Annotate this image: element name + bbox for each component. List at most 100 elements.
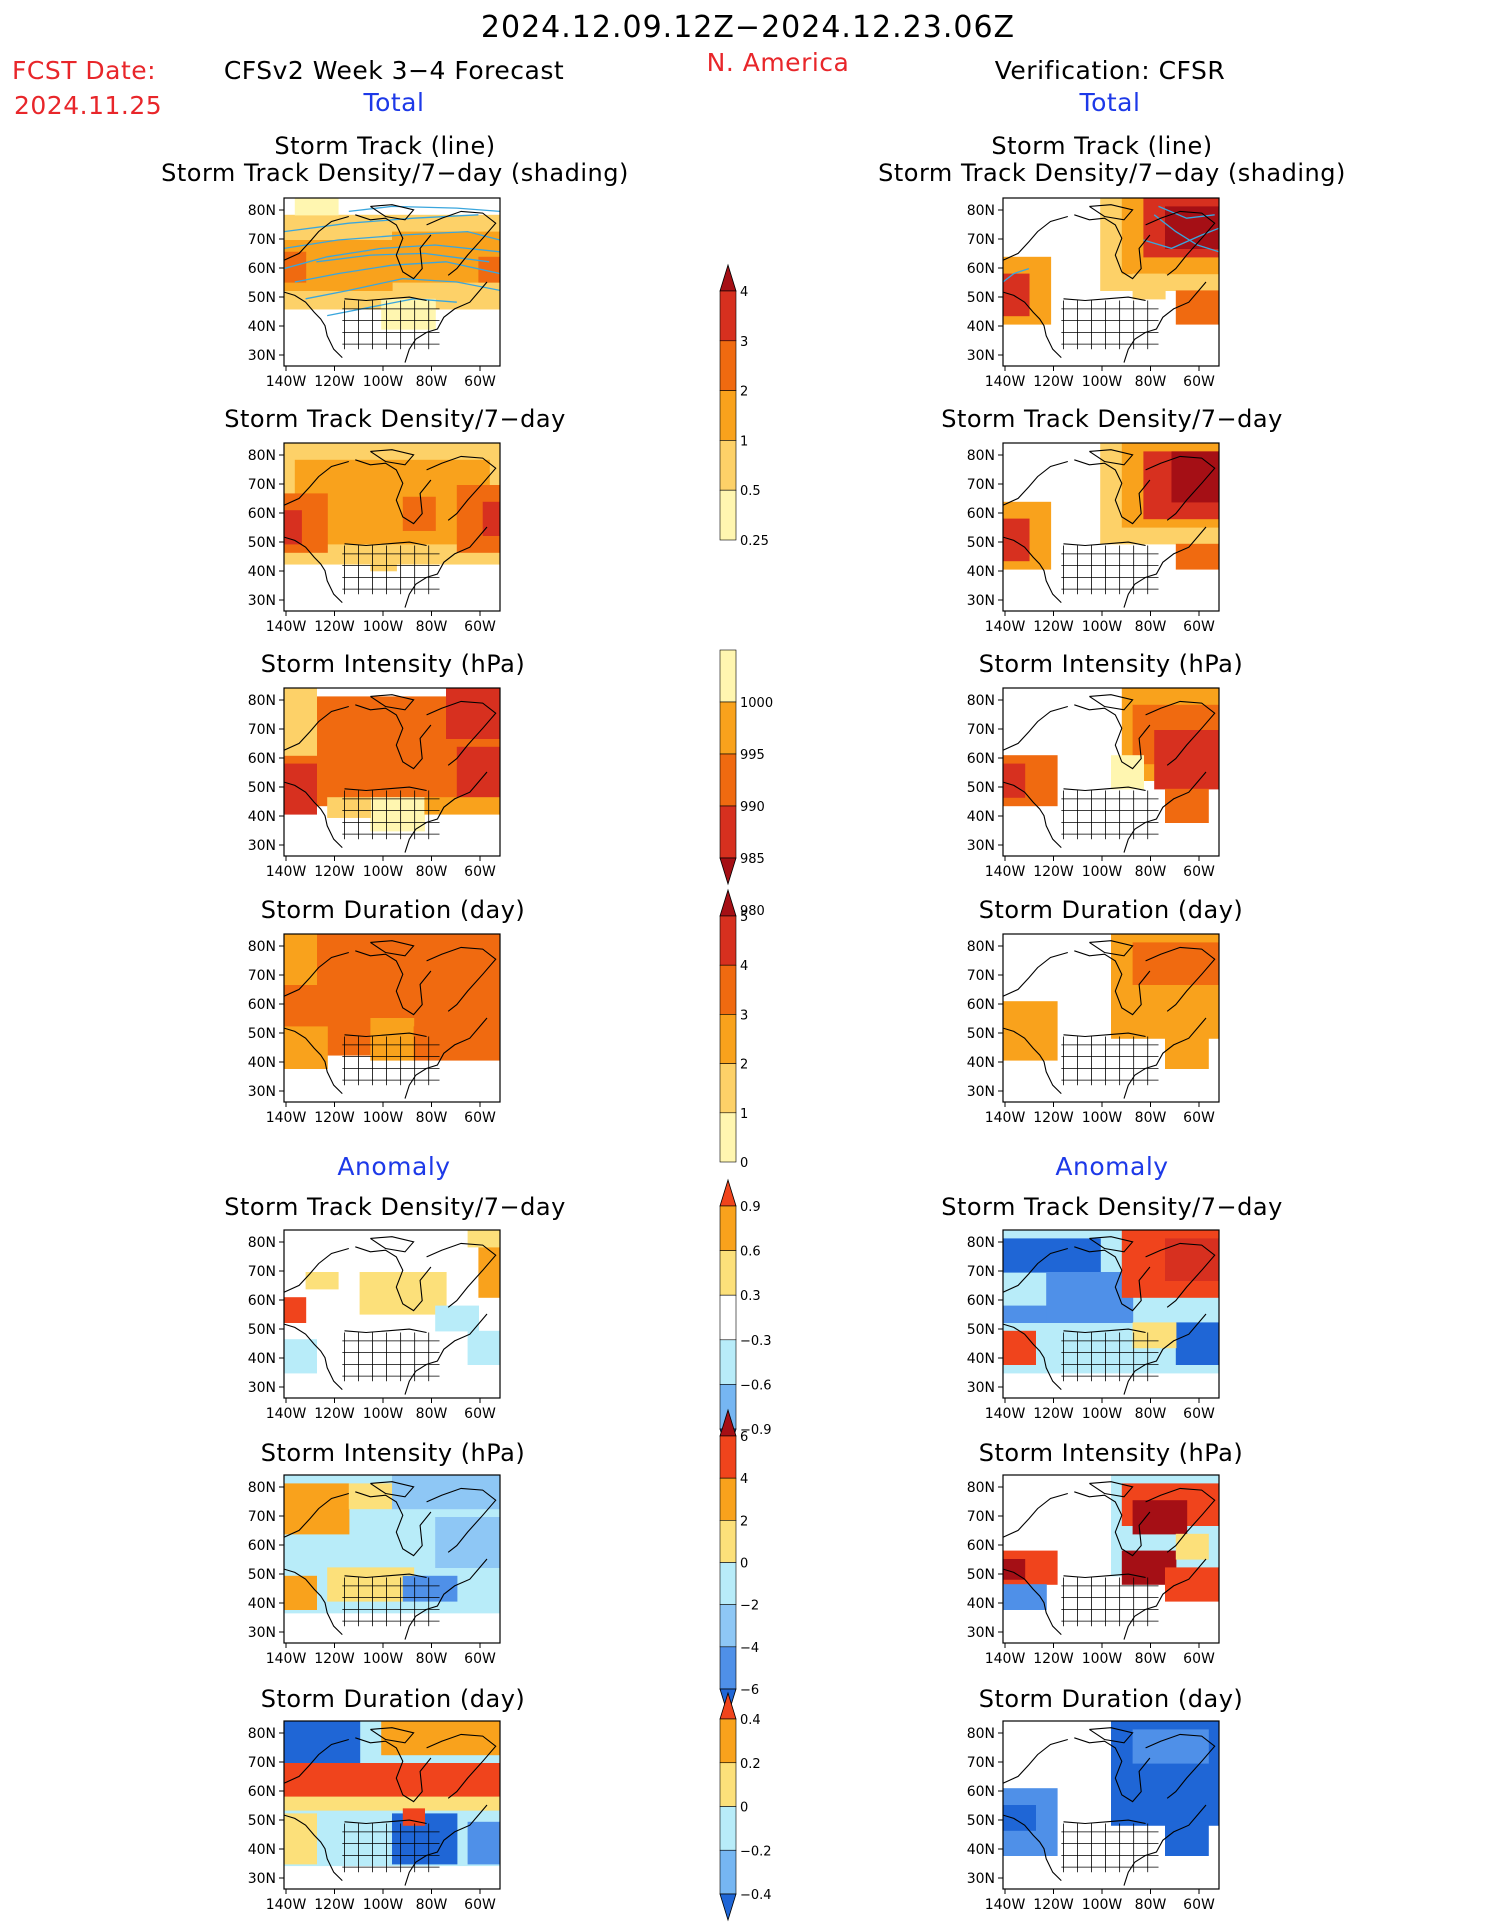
lat-tick-label: 80N — [248, 203, 276, 219]
coastline — [1145, 1733, 1216, 1799]
lat-tick-label: 50N — [248, 290, 276, 306]
lon-tick-label: 120W — [314, 1651, 355, 1667]
panel-l2-title: Storm Track Density/7−day — [224, 405, 566, 433]
colorbar-tick-label: 2 — [740, 385, 748, 400]
lat-tick-label: 40N — [967, 1596, 995, 1612]
lon-tick-label: 60W — [464, 619, 496, 635]
state-borders — [1061, 1577, 1159, 1627]
colorbar-tick-label: 0.5 — [740, 484, 761, 499]
coastline — [1145, 210, 1216, 276]
storm-track-line — [1003, 267, 1030, 283]
colorbar-tick-label: 4 — [740, 959, 748, 974]
coastline — [370, 449, 415, 466]
panel-r3-title: Storm Intensity (hPa) — [978, 650, 1244, 678]
lon-tick-label: 140W — [985, 1406, 1026, 1422]
lon-tick-label: 140W — [985, 1110, 1026, 1126]
colorbar-tick-label: 0.6 — [740, 1245, 761, 1260]
lon-tick-label: 100W — [363, 1110, 404, 1126]
lat-tick-label: 50N — [967, 1026, 995, 1042]
lon-tick-label: 140W — [985, 1651, 1026, 1667]
lon-tick-label: 80W — [1135, 1406, 1167, 1422]
storm-track-line — [284, 244, 500, 270]
lon-tick-label: 120W — [314, 374, 355, 390]
colorbar-density-anomaly: 0.9 0.6 0.3 −0.3 −0.6 −0.9 — [719, 1178, 772, 1457]
lon-tick-label: 100W — [363, 864, 404, 880]
lon-tick-label: 120W — [314, 1406, 355, 1422]
colorbar-tick-label: 4 — [740, 285, 748, 300]
map-panel-r1: 80N 70N 60N 50N 40N 30N 140W 120W 100W 80W 60W — [967, 197, 1220, 390]
coastline — [1089, 940, 1134, 957]
colorbar-tick-label: 2 — [740, 1514, 748, 1529]
storm-track-line — [327, 298, 457, 317]
lat-tick-label: 30N — [248, 1871, 276, 1887]
coastline — [1089, 1236, 1134, 1253]
lat-tick-label: 70N — [967, 1755, 995, 1771]
panel-r1-title-a: Storm Track (line) — [991, 132, 1213, 160]
coastline — [1003, 1492, 1068, 1538]
coastline — [1063, 541, 1146, 547]
coastline — [284, 460, 349, 506]
coastline — [1074, 1246, 1151, 1312]
coastline — [1003, 291, 1062, 358]
map-panel-l6: 80N 70N 60N 50N 40N 30N 140W 120W 100W 80W 60W — [248, 1474, 501, 1667]
lat-tick-label: 80N — [967, 1480, 995, 1496]
coastline — [1063, 1819, 1146, 1825]
colorbar-intensity-anomaly: 6 4 2 0 −2 −4 −6 — [719, 1408, 759, 1717]
lat-tick-label: 30N — [967, 1380, 995, 1396]
lat-tick-label: 70N — [967, 968, 995, 984]
lat-tick-label: 60N — [248, 261, 276, 277]
coastline — [370, 940, 415, 957]
lon-tick-label: 80W — [416, 1110, 448, 1126]
region-label: N. America — [706, 48, 850, 77]
lat-tick-label: 70N — [967, 477, 995, 493]
colorbar-tick-label: 2 — [740, 1058, 748, 1073]
map-panel-r2: 80N 70N 60N 50N 40N 30N 140W 120W 100W 80W 60W — [967, 442, 1220, 635]
colorbar-intensity: 1000 995 990 985 980 — [719, 649, 773, 919]
coastline — [284, 536, 343, 603]
lat-tick-label: 50N — [967, 780, 995, 796]
lon-tick-label: 100W — [1082, 619, 1123, 635]
lat-tick-label: 60N — [248, 751, 276, 767]
lon-tick-label: 60W — [1183, 1406, 1215, 1422]
lat-tick-label: 30N — [248, 838, 276, 854]
lat-tick-label: 40N — [248, 1596, 276, 1612]
coastline — [426, 210, 497, 276]
colorbar-tick-label: 0.3 — [740, 1289, 761, 1304]
coastline — [1089, 204, 1134, 221]
coastline — [355, 1737, 432, 1803]
coastline — [355, 950, 432, 1016]
lat-tick-label: 70N — [967, 1264, 995, 1280]
lon-tick-label: 80W — [1135, 1651, 1167, 1667]
coastline — [344, 541, 427, 547]
lat-tick-label: 70N — [248, 1755, 276, 1771]
colorbar-tick-label: 0 — [740, 1156, 748, 1171]
lat-tick-label: 30N — [967, 348, 995, 364]
lat-tick-label: 40N — [248, 564, 276, 580]
lat-tick-label: 80N — [967, 1726, 995, 1742]
lon-tick-label: 80W — [416, 1897, 448, 1913]
lat-tick-label: 40N — [248, 809, 276, 825]
lat-tick-label: 40N — [248, 1842, 276, 1858]
lon-tick-label: 120W — [1033, 1897, 1074, 1913]
panel-l4-title: Storm Duration (day) — [260, 896, 526, 924]
lon-tick-label: 100W — [1082, 1897, 1123, 1913]
coastline — [1003, 1568, 1062, 1635]
colorbar-tick-label: 5 — [740, 910, 748, 925]
storm-track-line — [1153, 214, 1219, 253]
lat-tick-label: 40N — [967, 1351, 995, 1367]
state-borders — [1061, 1332, 1159, 1382]
lat-tick-label: 30N — [248, 1380, 276, 1396]
coastline — [426, 455, 497, 521]
coastline — [355, 1491, 432, 1557]
lon-tick-label: 120W — [1033, 864, 1074, 880]
colorbar-duration-anomaly: 0.4 0.2 0 −0.2 −0.4 — [719, 1691, 772, 1922]
lon-tick-label: 100W — [1082, 864, 1123, 880]
storm-track-line — [294, 261, 500, 283]
lat-tick-label: 80N — [248, 693, 276, 709]
coastline — [1145, 946, 1216, 1012]
coastline — [355, 214, 432, 280]
lat-tick-label: 80N — [967, 203, 995, 219]
coastline — [370, 1481, 415, 1498]
colorbar-tick-label: −0.9 — [740, 1423, 772, 1438]
lon-tick-label: 140W — [266, 1651, 307, 1667]
